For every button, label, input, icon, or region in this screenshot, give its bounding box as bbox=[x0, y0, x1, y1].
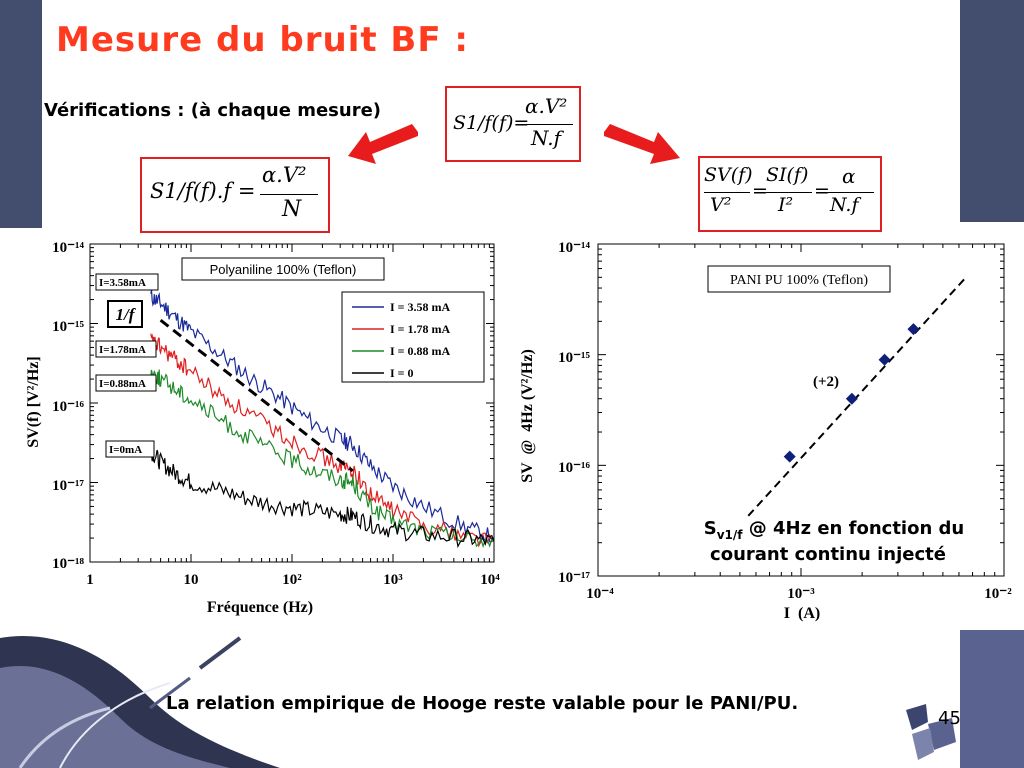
current-points-layer bbox=[783, 323, 920, 463]
noise-y-axis-label: SV(f) [V²/Hz] bbox=[25, 356, 42, 447]
right-lower-decor-band bbox=[960, 630, 1024, 768]
left-arrow-icon bbox=[348, 124, 418, 164]
right-formula-bar2 bbox=[766, 192, 812, 193]
data-point-marker bbox=[878, 353, 891, 366]
one-over-f-guide-line bbox=[159, 319, 354, 473]
current-chart-title-box bbox=[707, 265, 891, 293]
center-formula-fraction-bar bbox=[525, 124, 573, 125]
noise-x-axis-label: Fréquence (Hz) bbox=[207, 599, 313, 616]
right-formula-term1-num: SV(f) bbox=[704, 164, 753, 186]
left-formula-box: S1/f(f).f = α.V² N bbox=[140, 157, 330, 233]
slide-footer-text: La relation empirique de Hooge reste val… bbox=[166, 693, 799, 714]
noise-x-tick-label: 10 bbox=[184, 572, 199, 588]
legend-entry-label: I = 3.58 mA bbox=[390, 300, 451, 314]
legend-entry-label: I = 1.78 mA bbox=[390, 322, 451, 336]
right-formula-term2-num: SI(f) bbox=[766, 164, 809, 186]
noise-y-tick-label: 10⁻¹⁴ bbox=[52, 240, 84, 256]
caption-subscript: v1/f bbox=[717, 528, 744, 542]
right-formula-term3-num: α bbox=[842, 164, 856, 188]
annotation-current-label: I=3.58mA bbox=[99, 277, 146, 289]
noise-chart-title: Polyaniline 100% (Teflon) bbox=[210, 262, 357, 277]
series-line bbox=[150, 289, 495, 544]
left-formula-fraction-bar bbox=[260, 194, 318, 195]
annotation-box bbox=[95, 273, 159, 291]
noise-y-tick-label: 10⁻¹⁵ bbox=[52, 319, 84, 335]
current-y-tick-label: 10⁻¹⁶ bbox=[558, 460, 590, 476]
current-chart-plot-area bbox=[597, 243, 1005, 577]
noise-ticks-layer bbox=[89, 243, 495, 563]
current-x-axis-label: I (A) bbox=[784, 605, 820, 622]
caption-rest: @ 4Hz en fonction du bbox=[742, 518, 964, 539]
right-formula-equals2: = bbox=[814, 180, 830, 202]
series-line bbox=[150, 333, 495, 548]
annotation-box bbox=[95, 340, 157, 358]
right-formula-term2-den: I² bbox=[778, 194, 794, 216]
noise-x-tick-label: 10² bbox=[282, 572, 302, 588]
right-arrow-icon bbox=[604, 124, 680, 164]
data-point-marker bbox=[907, 323, 920, 336]
left-decor-band bbox=[0, 0, 42, 228]
annotation-box bbox=[95, 374, 157, 392]
current-x-tick-label: 10⁻² bbox=[984, 586, 1012, 602]
noise-y-tick-label: 10⁻¹⁷ bbox=[52, 478, 84, 494]
annotation-current-label: I=0mA bbox=[109, 444, 142, 456]
noise-y-tick-label: 10⁻¹⁸ bbox=[52, 556, 84, 572]
center-formula-lhs: S1/f(f)= bbox=[453, 112, 530, 134]
slide-title: Mesure du bruit BF : bbox=[56, 20, 470, 60]
current-chart-caption-line2: courant continu injecté bbox=[710, 544, 946, 565]
slide-subtitle: Vérifications : (à chaque mesure) bbox=[44, 100, 382, 121]
current-x-tick-label: 10⁻⁴ bbox=[586, 586, 614, 602]
noise-series-layer bbox=[150, 289, 495, 549]
data-point-marker bbox=[845, 392, 858, 405]
center-formula-numerator: α.V² bbox=[525, 94, 568, 118]
current-y-tick-label: 10⁻¹⁵ bbox=[558, 350, 590, 366]
right-formula-bar1 bbox=[704, 192, 750, 193]
annotation-current-label: I=1.78mA bbox=[99, 344, 146, 356]
noise-x-tick-label: 10⁴ bbox=[480, 572, 500, 588]
current-chart-caption-line1: Sv1/f @ 4Hz en fonction du bbox=[704, 518, 965, 542]
right-formula-equals1: = bbox=[752, 180, 768, 202]
noise-chart-title-box bbox=[181, 257, 385, 281]
decorative-swirl-image bbox=[0, 628, 280, 768]
current-chart-title: PANI PU 100% (Teflon) bbox=[730, 273, 868, 288]
current-y-tick-label: 10⁻¹⁷ bbox=[558, 570, 590, 586]
legend-entry-label: I = 0 bbox=[390, 366, 414, 380]
left-formula-denominator: N bbox=[282, 197, 302, 222]
fit-line bbox=[747, 276, 967, 517]
left-formula-numerator: α.V² bbox=[262, 163, 307, 187]
noise-legend-layer bbox=[352, 306, 384, 374]
logo-icon bbox=[906, 704, 956, 760]
one-over-f-label-box bbox=[107, 300, 143, 328]
annotation-box bbox=[105, 440, 155, 458]
annotation-current-label: I=0.88mA bbox=[99, 378, 146, 390]
right-formula-box: SV(f) V² = SI(f) I² = α N.f bbox=[698, 156, 882, 232]
center-formula-denominator: N.f bbox=[531, 126, 561, 150]
data-point-marker bbox=[783, 450, 796, 463]
current-x-tick-label: 10⁻³ bbox=[787, 586, 815, 602]
right-decor-band bbox=[960, 0, 1024, 222]
current-dependence-chart: 10⁻¹⁴ 10⁻¹⁵ 10⁻¹⁶ 10⁻¹⁷ 10⁻⁴ 10⁻³ 10⁻² I… bbox=[519, 240, 1012, 622]
right-formula-term3-den: N.f bbox=[830, 194, 859, 216]
page-number: 45 bbox=[938, 708, 961, 729]
center-formula-box: S1/f(f)= α.V² N.f bbox=[445, 86, 581, 162]
series-line bbox=[150, 369, 495, 549]
noise-spectrum-chart: 10⁻¹⁴ 10⁻¹⁵ 10⁻¹⁶ 10⁻¹⁷ 10⁻¹⁸ 1 10 10² 1… bbox=[25, 240, 500, 616]
legend-entry-label: I = 0.88 mA bbox=[390, 344, 451, 358]
slope-label: (+2) bbox=[813, 374, 839, 390]
noise-x-tick-label: 1 bbox=[86, 572, 94, 588]
noise-x-tick-label: 10³ bbox=[383, 572, 403, 588]
series-line bbox=[150, 449, 495, 549]
current-ticks-layer bbox=[597, 243, 1005, 577]
left-formula-lhs: S1/f(f).f = bbox=[150, 179, 256, 203]
noise-y-tick-label: 10⁻¹⁶ bbox=[52, 399, 84, 415]
one-over-f-label: 1/f bbox=[116, 305, 137, 324]
caption-s-symbol: S bbox=[704, 518, 717, 539]
right-formula-bar3 bbox=[828, 192, 874, 193]
current-y-tick-label: 10⁻¹⁴ bbox=[558, 240, 590, 256]
current-y-axis-label: SV @ 4Hz (V²/Hz) bbox=[519, 349, 536, 483]
right-formula-term1-den: V² bbox=[710, 194, 732, 216]
